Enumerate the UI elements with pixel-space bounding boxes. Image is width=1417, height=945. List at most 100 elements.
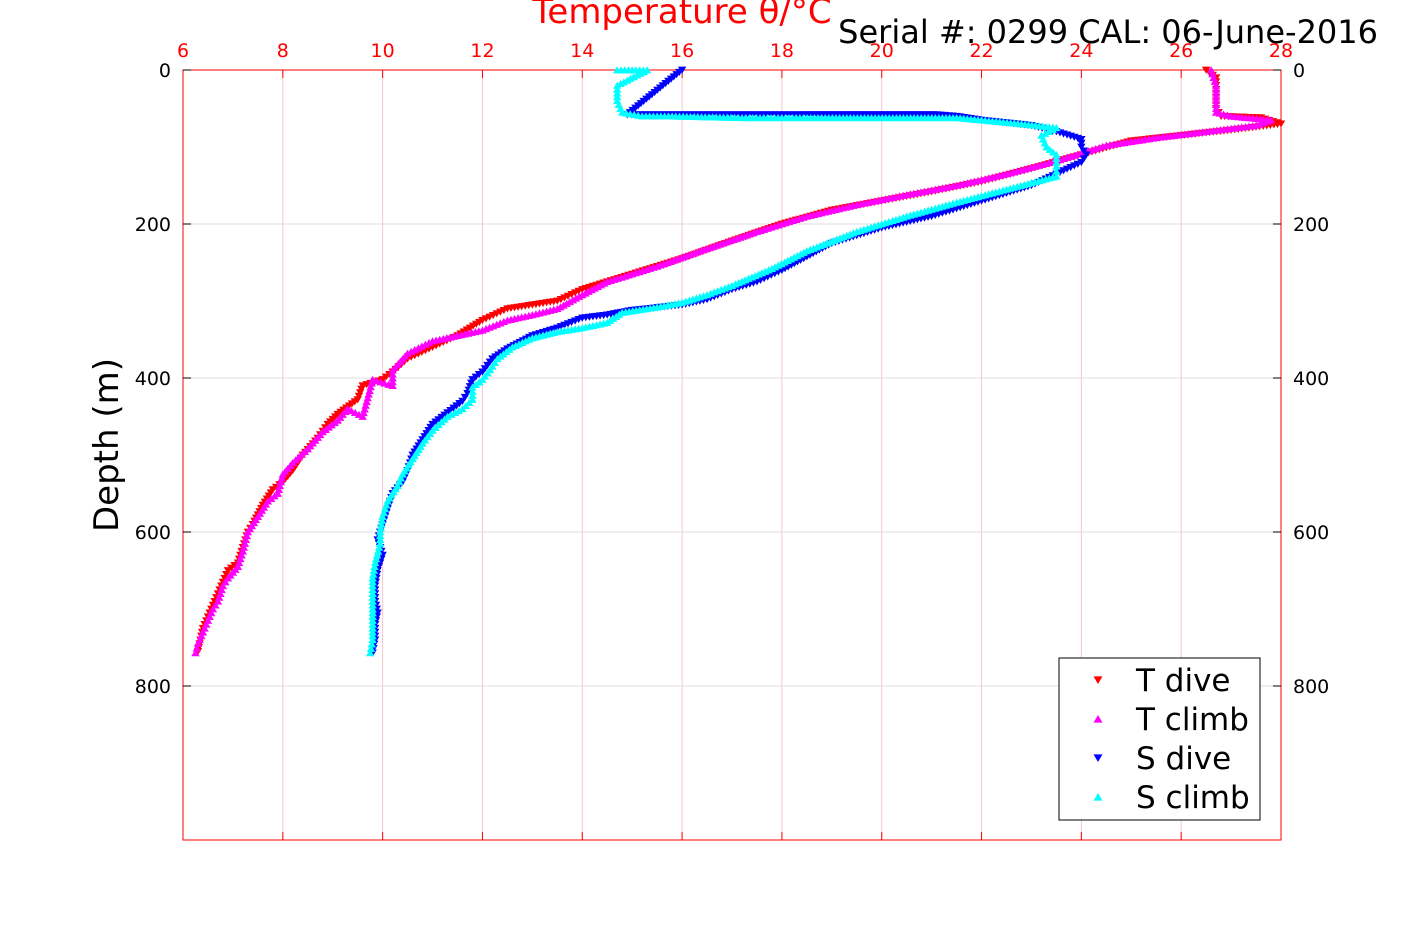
y-tick-label-left: 200 bbox=[135, 214, 171, 236]
data-point bbox=[370, 562, 379, 571]
data-points bbox=[191, 66, 1286, 657]
y-tick-label-left: 800 bbox=[135, 676, 171, 698]
data-point bbox=[362, 397, 371, 406]
x-tick-label: 24 bbox=[1069, 40, 1093, 62]
data-point bbox=[388, 378, 397, 386]
data-point bbox=[368, 578, 377, 586]
data-point bbox=[368, 585, 377, 594]
y-tick-label-left: 400 bbox=[135, 368, 171, 390]
data-point bbox=[460, 393, 470, 402]
data-point bbox=[368, 593, 377, 601]
data-point bbox=[364, 390, 373, 398]
data-point bbox=[368, 628, 377, 636]
data-point bbox=[365, 649, 375, 657]
data-point bbox=[354, 410, 364, 418]
data-point bbox=[1079, 155, 1089, 163]
data-point bbox=[361, 401, 370, 409]
legend-label: T dive bbox=[1135, 663, 1231, 699]
x-tick-label: 22 bbox=[969, 40, 993, 62]
data-point bbox=[368, 616, 377, 624]
data-point bbox=[368, 582, 377, 590]
data-point bbox=[368, 605, 377, 613]
series-t-dive bbox=[193, 66, 1286, 656]
data-point bbox=[373, 547, 383, 555]
data-point bbox=[1077, 135, 1086, 144]
data-point bbox=[1079, 147, 1089, 155]
data-point bbox=[274, 485, 284, 494]
data-point bbox=[242, 532, 252, 540]
data-point bbox=[371, 555, 381, 563]
data-point bbox=[377, 520, 386, 528]
data-point bbox=[368, 624, 377, 632]
data-point bbox=[468, 391, 477, 399]
data-point bbox=[388, 366, 397, 374]
data-point bbox=[277, 474, 287, 482]
data-point bbox=[366, 383, 375, 391]
data-point bbox=[369, 566, 379, 574]
data-point bbox=[1052, 150, 1061, 159]
data-point bbox=[613, 89, 622, 97]
data-point bbox=[243, 528, 253, 536]
data-point bbox=[375, 532, 385, 540]
chart-subtitle: Serial #: 0299 CAL: 06-June-2016 bbox=[838, 13, 1378, 51]
data-point bbox=[1077, 139, 1086, 147]
x-tick-label: 6 bbox=[177, 40, 189, 62]
x-tick-label: 18 bbox=[770, 40, 794, 62]
legend-label: T climb bbox=[1135, 702, 1249, 738]
data-point bbox=[377, 516, 387, 524]
legend-marker bbox=[1093, 676, 1103, 685]
data-point bbox=[613, 81, 622, 89]
legend-marker bbox=[1093, 792, 1103, 801]
y-tick-label-left: 0 bbox=[159, 60, 171, 82]
x-tick-label: 16 bbox=[670, 40, 694, 62]
data-point bbox=[378, 512, 387, 520]
data-point bbox=[240, 539, 250, 547]
data-point bbox=[368, 589, 377, 597]
data-point bbox=[1052, 154, 1061, 162]
data-point bbox=[372, 551, 382, 559]
data-point bbox=[350, 408, 360, 417]
data-point bbox=[375, 528, 385, 536]
y-axis-label: Depth (m) bbox=[87, 358, 127, 532]
data-point bbox=[358, 412, 367, 420]
data-point bbox=[1211, 81, 1221, 89]
data-point bbox=[368, 574, 377, 582]
data-point bbox=[370, 559, 380, 567]
x-tick-label: 8 bbox=[277, 40, 289, 62]
x-tick-label: 20 bbox=[870, 40, 894, 62]
data-point bbox=[1052, 158, 1061, 166]
y-tick-label-right: 600 bbox=[1293, 522, 1329, 544]
data-point bbox=[347, 406, 356, 415]
plot-area bbox=[182, 69, 1282, 841]
data-point bbox=[1211, 104, 1221, 112]
x-tick-label: 14 bbox=[570, 40, 594, 62]
data-point bbox=[368, 612, 377, 621]
data-point bbox=[1077, 143, 1086, 151]
data-point bbox=[359, 409, 368, 417]
series-s-climb bbox=[365, 66, 1061, 657]
data-point bbox=[374, 543, 384, 551]
data-point bbox=[191, 649, 200, 657]
data-point bbox=[368, 601, 377, 609]
y-tick-label-right: 800 bbox=[1293, 676, 1329, 698]
legend-label: S dive bbox=[1136, 741, 1231, 777]
data-point bbox=[239, 543, 249, 551]
legend-label: S climb bbox=[1136, 780, 1250, 816]
data-point bbox=[275, 482, 285, 490]
x-tick-label: 26 bbox=[1169, 40, 1193, 62]
data-point bbox=[223, 567, 233, 575]
data-point bbox=[388, 370, 397, 378]
data-point bbox=[278, 470, 288, 478]
y-tick-label-right: 200 bbox=[1293, 214, 1329, 236]
data-point bbox=[1052, 167, 1061, 175]
series-s-dive bbox=[368, 66, 1091, 657]
legend-marker bbox=[1093, 754, 1103, 763]
data-point bbox=[468, 387, 477, 395]
legend-box bbox=[1058, 657, 1261, 821]
data-point bbox=[241, 535, 251, 544]
y-tick-label-right: 400 bbox=[1293, 368, 1329, 390]
y-tick-label-right: 0 bbox=[1293, 60, 1305, 82]
data-point bbox=[463, 390, 472, 398]
